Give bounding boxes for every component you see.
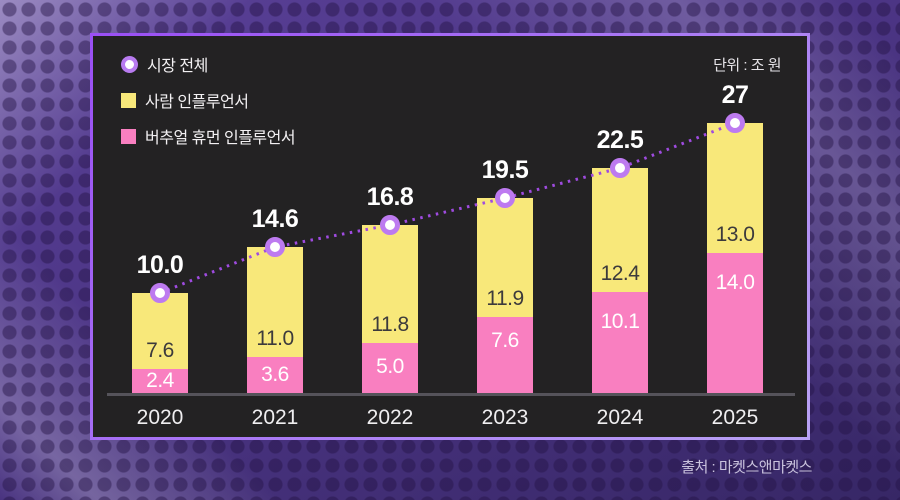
- total-value-label: 14.6: [251, 205, 299, 233]
- legend-item-human-influencer: 사람 인플루언서: [121, 88, 295, 112]
- stacked-bar-2025: 13.0 14.0: [707, 123, 763, 393]
- legend-label: 사람 인플루언서: [145, 94, 249, 111]
- legend-item-virtual-influencer: 버추얼 휴먼 인플루언서: [121, 124, 296, 148]
- x-axis-label: 2021: [251, 406, 299, 429]
- bar-segment-human: 13.0: [707, 123, 763, 253]
- bar-value-label: 2.4: [146, 369, 174, 392]
- total-value-label: 27: [721, 81, 749, 109]
- bar-segment-human: 12.4: [592, 168, 648, 292]
- bar-segment-human: 11.0: [247, 247, 303, 357]
- bar-segment-virtual: 14.0: [707, 253, 763, 393]
- total-point-marker: [495, 188, 515, 208]
- total-value-label: 19.5: [481, 156, 529, 184]
- total-point-marker: [380, 215, 400, 235]
- chart-panel: 시장 전체 사람 인플루언서 버추얼 휴먼 인플루언서 단위 : 조 원 7.6…: [90, 33, 810, 440]
- stacked-bar-2021: 11.0 3.6: [247, 247, 303, 393]
- stacked-bar-2020: 7.6 2.4: [132, 293, 188, 393]
- bar-value-label: 11.0: [256, 327, 294, 350]
- bar-value-label: 10.1: [600, 310, 640, 333]
- bar-value-label: 7.6: [491, 329, 519, 352]
- x-axis-label: 2020: [136, 406, 184, 429]
- stacked-bar-2022: 11.8 5.0: [362, 225, 418, 393]
- human-influencer-swatch-icon: [121, 92, 136, 108]
- bar-segment-virtual: 10.1: [592, 292, 648, 393]
- bar-value-label: 3.6: [261, 363, 289, 386]
- total-point-marker: [150, 283, 170, 303]
- total-line-marker-icon: [121, 55, 138, 73]
- source-caption: 출처 : 마켓스앤마켓스: [681, 459, 812, 476]
- x-axis-label: 2024: [596, 406, 644, 429]
- bar-value-label: 13.0: [715, 223, 755, 246]
- bar-segment-human: 11.8: [362, 225, 418, 343]
- total-value-label: 22.5: [596, 126, 644, 154]
- virtual-influencer-swatch-icon: [121, 128, 136, 144]
- unit-label: 단위 : 조 원: [713, 57, 781, 74]
- bar-value-label: 5.0: [376, 355, 404, 378]
- bar-segment-human: 7.6: [132, 293, 188, 369]
- legend-label: 버추얼 휴먼 인플루언서: [145, 130, 296, 147]
- bar-value-label: 7.6: [146, 339, 174, 362]
- bar-value-label: 12.4: [600, 262, 640, 285]
- total-point-marker: [265, 237, 285, 257]
- bar-segment-human: 11.9: [477, 198, 533, 317]
- chart-area: 시장 전체 사람 인플루언서 버추얼 휴먼 인플루언서 단위 : 조 원 7.6…: [93, 36, 807, 437]
- x-axis-label: 2023: [481, 406, 529, 429]
- x-axis-label: 2025: [711, 406, 759, 429]
- stacked-bar-2024: 12.4 10.1: [592, 168, 648, 393]
- legend-item-market-total: 시장 전체: [121, 52, 295, 76]
- bar-value-label: 14.0: [715, 271, 755, 294]
- bar-value-label: 11.8: [371, 313, 409, 336]
- total-value-label: 10.0: [136, 251, 184, 279]
- bar-segment-virtual: 3.6: [247, 357, 303, 393]
- total-point-marker: [610, 158, 630, 178]
- bar-segment-virtual: 2.4: [132, 369, 188, 393]
- total-trend-line: [159, 121, 736, 295]
- total-point-marker: [725, 113, 745, 133]
- x-axis-line: [107, 393, 795, 396]
- legend: 시장 전체 사람 인플루언서 버추얼 휴먼 인플루언서: [121, 52, 296, 148]
- bar-segment-virtual: 5.0: [362, 343, 418, 393]
- x-axis-label: 2022: [366, 406, 414, 429]
- stacked-bar-2023: 11.9 7.6: [477, 198, 533, 393]
- total-value-label: 16.8: [366, 183, 414, 211]
- legend-label: 시장 전체: [147, 58, 208, 75]
- bar-segment-virtual: 7.6: [477, 317, 533, 393]
- total-trend-layer: [150, 113, 745, 303]
- bar-value-label: 11.9: [486, 287, 524, 310]
